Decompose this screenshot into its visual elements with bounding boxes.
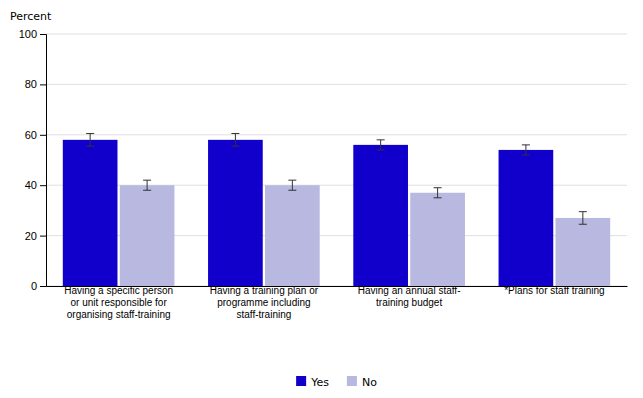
x-tick-label: Having a training plan orprogramme inclu…	[210, 285, 319, 320]
error-bar	[579, 212, 587, 225]
legend-item: Yes	[296, 376, 329, 389]
legend-swatch	[296, 376, 306, 386]
error-line	[292, 180, 293, 190]
error-cap	[86, 146, 94, 147]
y-tick-mark	[40, 135, 46, 136]
bar	[208, 140, 263, 286]
error-cap	[231, 133, 239, 134]
y-tick: 60	[25, 129, 46, 141]
error-cap	[434, 197, 442, 198]
x-tick-label-line: programme including	[217, 297, 310, 308]
y-axis-title: Percent	[10, 10, 52, 23]
bar	[265, 185, 320, 286]
y-tick-mark	[40, 236, 46, 237]
error-cap	[143, 190, 151, 191]
error-cap	[288, 190, 296, 191]
y-tick-label: 100	[19, 28, 37, 40]
bar	[410, 193, 465, 286]
y-tick: 0	[31, 280, 46, 292]
error-cap	[579, 224, 587, 225]
series	[120, 180, 610, 286]
legend-swatch	[347, 376, 357, 386]
grid-line	[46, 34, 627, 35]
chart: 0 20 40 60 80 100 Having a specific personor u…	[0, 0, 643, 398]
grid-line	[46, 84, 627, 85]
bar	[556, 218, 611, 286]
bar	[120, 185, 175, 286]
error-bar	[377, 140, 385, 150]
y-tick-mark	[40, 286, 46, 287]
y-tick-label: 40	[25, 179, 37, 191]
x-tick: Having a specific personor unit responsi…	[64, 285, 173, 320]
y-tick-mark	[40, 34, 46, 35]
legend-item: No	[347, 376, 377, 389]
y-tick-label: 0	[31, 280, 37, 292]
x-tick-label-line: or unit responsible for	[71, 297, 168, 308]
error-bar	[231, 134, 239, 147]
y-tick: 40	[25, 179, 46, 191]
error-cap	[143, 180, 151, 181]
bar	[499, 150, 554, 286]
error-bar	[143, 180, 151, 190]
y-tick: 20	[25, 230, 46, 242]
error-line	[380, 140, 381, 150]
error-line	[525, 145, 526, 155]
grid-line	[46, 134, 627, 135]
x-tick-label-line: training budget	[376, 297, 442, 308]
grid	[46, 34, 627, 286]
error-line	[582, 212, 583, 225]
y-tick: 80	[25, 78, 46, 90]
y-tick-label: 20	[25, 230, 37, 242]
x-tick-label: Having a specific personor unit responsi…	[64, 285, 173, 320]
x-tick-label-line: staff-training	[236, 309, 291, 320]
y-tick-mark	[40, 84, 46, 85]
bar	[353, 145, 408, 286]
error-line	[235, 134, 236, 147]
error-cap	[522, 154, 530, 155]
error-cap	[86, 133, 94, 134]
error-cap	[579, 211, 587, 212]
marks	[63, 134, 610, 286]
series	[63, 134, 553, 286]
error-bar	[434, 188, 442, 198]
x-tick-label-line: Having an annual staff-	[358, 285, 461, 296]
legend-label: No	[362, 376, 377, 389]
error-cap	[434, 187, 442, 188]
error-line	[90, 134, 91, 147]
y-tick-label: 60	[25, 129, 37, 141]
error-line	[437, 188, 438, 198]
x-tick-label-line: organising staff-training	[67, 309, 171, 320]
legend-label: Yes	[310, 376, 329, 389]
y-axis-line	[40, 35, 47, 287]
legend: Yes No	[296, 376, 377, 389]
error-bar	[522, 145, 530, 155]
x-axis: Having a specific personor unit responsi…	[47, 285, 628, 320]
x-tick-label-line: *Plans for staff training	[504, 285, 604, 296]
error-bar	[86, 134, 94, 147]
error-bar	[288, 180, 296, 190]
y-axis: 0 20 40 60 80 100	[19, 28, 47, 292]
bar	[63, 140, 118, 286]
x-tick: Having a training plan orprogramme inclu…	[210, 285, 319, 320]
error-cap	[288, 180, 296, 181]
x-tick: *Plans for staff training	[504, 285, 604, 296]
error-cap	[377, 149, 385, 150]
x-tick-label: *Plans for staff training	[504, 285, 604, 296]
error-line	[147, 180, 148, 190]
y-tick-label: 80	[25, 78, 37, 90]
x-tick-label-line: Having a training plan or	[210, 285, 319, 296]
error-cap	[522, 144, 530, 145]
y-tick-mark	[40, 185, 46, 186]
error-cap	[231, 146, 239, 147]
plot: 0 20 40 60 80 100 Having a specific personor u…	[19, 28, 628, 320]
x-tick: Having an annual staff-training budget	[358, 285, 461, 308]
x-tick-label-line: Having a specific person	[64, 285, 173, 296]
y-tick: 100	[19, 28, 46, 40]
error-cap	[377, 139, 385, 140]
x-tick-label: Having an annual staff-training budget	[358, 285, 461, 308]
